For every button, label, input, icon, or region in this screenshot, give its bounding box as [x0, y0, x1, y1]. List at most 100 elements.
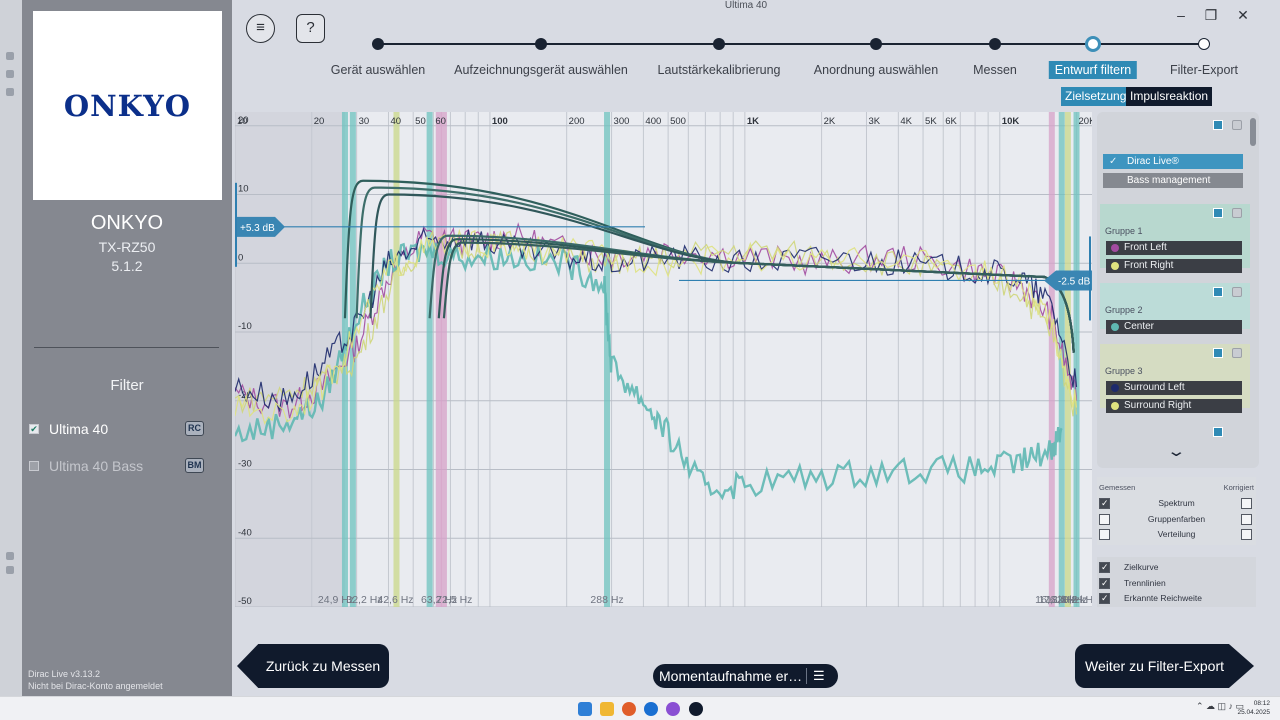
corrected-header: Korrigiert [1223, 483, 1254, 492]
tab-target[interactable]: Zielsetzung [1061, 87, 1131, 106]
panel-scrollbar[interactable] [1250, 118, 1256, 146]
target-dirac-live[interactable]: ✓ Dirac Live® [1103, 154, 1243, 169]
group-link-icon[interactable] [1213, 120, 1223, 130]
next-filter-export-button[interactable]: Weiter zu Filter-Export [1075, 644, 1254, 688]
step-label[interactable]: Anordnung auswählen [813, 63, 939, 77]
group-link-icon[interactable] [1213, 348, 1223, 358]
step-label[interactable]: Lautstärkekalibrierung [657, 63, 781, 77]
onkyo-logo: ONKYO [33, 11, 222, 200]
explorer-icon[interactable] [600, 702, 614, 716]
filter-label: Ultima 40 [49, 421, 109, 437]
x-tick-label: 10 [237, 116, 248, 127]
channel-group: Gruppe 3 Surround Left Surround Right [1100, 344, 1250, 413]
visibility-icon[interactable] [1232, 120, 1242, 130]
filter-heading: Filter [110, 377, 144, 394]
corrected-checkbox[interactable] [1241, 498, 1252, 509]
check-icon: ✓ [1109, 156, 1118, 167]
corrected-checkbox[interactable] [1241, 529, 1252, 540]
version-info: Dirac Live v3.13.2 Nicht bei Dirac-Konto… [28, 668, 163, 692]
measured-checkbox[interactable] [1099, 513, 1110, 525]
taskbar: ⌃ ☁ ◫ ♪ ▭ 08:12 25.04.2025 [0, 696, 1280, 720]
crossover-label: 63,2 Hz [421, 594, 457, 606]
dirac-icon[interactable] [689, 702, 703, 716]
filter-item-ultima-40[interactable]: ✔ Ultima 40 RC [29, 418, 204, 440]
channel-item[interactable]: Surround Right [1106, 399, 1242, 413]
start-icon[interactable] [578, 702, 592, 716]
crossover-marker [1073, 112, 1080, 607]
close-button[interactable]: ✕ [1237, 7, 1249, 23]
group-link-icon[interactable] [1213, 208, 1223, 218]
step-label[interactable]: Messen [973, 63, 1017, 77]
step-dot[interactable] [372, 38, 384, 50]
system-tray[interactable]: ⌃ ☁ ◫ ♪ ▭ [1196, 701, 1245, 711]
option-label: Verteilung [1157, 529, 1196, 539]
channel-item[interactable]: Surround Left [1106, 381, 1242, 395]
option-label: Gruppenfarben [1147, 513, 1206, 524]
overlay-checkbox[interactable] [1099, 562, 1110, 573]
visibility-icon[interactable] [1232, 208, 1242, 218]
snapshot-button[interactable]: Momentaufnahme er… ☰ [653, 664, 838, 688]
step-label[interactable]: Aufzeichnungsgerät auswählen [454, 63, 628, 77]
background-browser-strip [0, 0, 22, 700]
window-title: Ultima 40 [724, 0, 768, 11]
back-to-measure-button[interactable]: Zurück zu Messen [237, 644, 389, 688]
channel-item[interactable]: Front Right [1106, 259, 1242, 273]
visibility-icon[interactable] [1232, 348, 1242, 358]
group-link-icon[interactable] [1213, 427, 1223, 437]
menu-button[interactable]: ≡ [246, 14, 275, 43]
option-label: Spektrum [1158, 498, 1195, 508]
step-dot[interactable] [535, 38, 547, 50]
device-channels: 5.1.2 [111, 258, 143, 274]
x-tick-label: 3K [868, 116, 880, 127]
channel-label: Surround Left [1124, 382, 1185, 393]
y-tick-label: -40 [238, 527, 252, 538]
target-bass-management[interactable]: Bass management [1103, 173, 1243, 188]
filter-checkbox[interactable]: ✔ [29, 424, 39, 434]
overlay-checkbox[interactable] [1099, 593, 1110, 604]
step-dot[interactable] [1198, 38, 1210, 50]
overlay-checkbox[interactable] [1099, 577, 1110, 589]
corrected-checkbox[interactable] [1241, 513, 1252, 525]
minimize-button[interactable]: – [1177, 7, 1185, 23]
overlay-label: Trennlinien [1124, 577, 1166, 588]
step-label[interactable]: Gerät auswählen [330, 63, 426, 77]
step-dot[interactable] [713, 38, 725, 50]
measured-checkbox[interactable] [1099, 498, 1110, 509]
edge-icon[interactable] [644, 702, 658, 716]
frequency-response-chart[interactable]: 10 20 30 40 50 60 100 200 300 400 500 1K 2K 3K 4K 5K 6K 1… [235, 112, 1092, 607]
firefox-icon[interactable] [622, 702, 636, 716]
step-dot[interactable] [989, 38, 1001, 50]
step-dot[interactable] [870, 38, 882, 50]
overlay-row: Zielkurve [1097, 560, 1256, 574]
channel-group: Gruppe 2 Center [1100, 283, 1250, 334]
target-label: Bass management [1127, 175, 1211, 186]
snapshot-divider [806, 668, 807, 684]
filter-item-ultima-40-bass[interactable]: Ultima 40 Bass BM [29, 455, 204, 477]
maximize-button[interactable]: ❐ [1204, 7, 1218, 23]
x-tick-label: 4K [900, 116, 912, 127]
hamburger-icon: ≡ [256, 19, 265, 36]
measured-checkbox[interactable] [1099, 529, 1110, 540]
series-line [235, 228, 1078, 425]
tab-impulse-response[interactable]: Impulsreaktion [1126, 87, 1213, 106]
logo-text: ONKYO [63, 88, 192, 123]
step-label[interactable]: Filter-Export [1169, 63, 1239, 77]
channel-item[interactable]: Front Left [1106, 241, 1242, 255]
snapshot-list-icon[interactable]: ☰ [813, 668, 825, 683]
step-dot[interactable] [1085, 36, 1101, 52]
step-label[interactable]: Entwurf filtern [1048, 61, 1138, 79]
limit-handle [1044, 270, 1092, 291]
visibility-icon[interactable] [1232, 287, 1242, 297]
y-tick-label: -30 [238, 459, 252, 470]
channel-item[interactable]: Center [1106, 320, 1242, 334]
group-link-icon[interactable] [1213, 287, 1223, 297]
filter-checkbox[interactable] [29, 461, 39, 471]
x-tick-label: 2K [824, 116, 836, 127]
crossover-label: 17,1 kHz [1038, 594, 1079, 606]
app-icon[interactable] [666, 702, 680, 716]
chevron-down-icon[interactable]: ⌄ [1166, 443, 1187, 460]
crossover-label: 20,2 kHz [1057, 594, 1092, 606]
progress-line [378, 43, 1204, 45]
chart-svg[interactable]: 10 20 30 40 50 60 100 200 300 400 500 1K 2K 3K 4K 5K 6K 1… [235, 112, 1092, 607]
help-button[interactable]: ? [296, 14, 325, 43]
